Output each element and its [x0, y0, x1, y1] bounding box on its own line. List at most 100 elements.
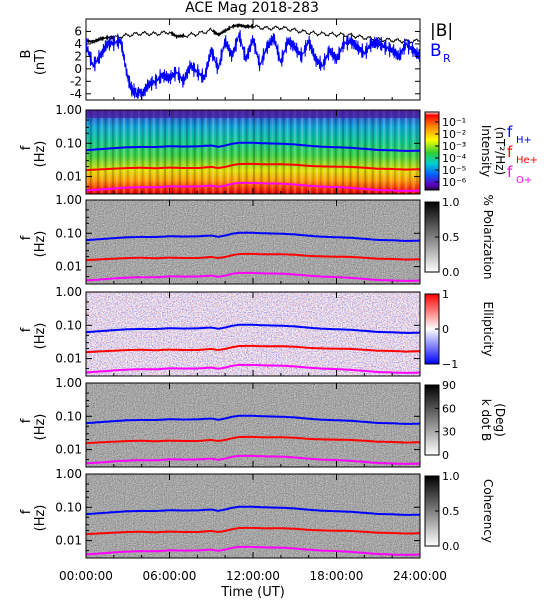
- intensity-streak: [89, 110, 92, 194]
- gyro-line-0: [86, 505, 420, 516]
- y-tick-label: 0.01: [55, 352, 82, 366]
- intensity-streak: [219, 110, 222, 194]
- y-tick-label: 1.00: [55, 285, 82, 299]
- y-axis-unit: (Hz): [33, 231, 48, 258]
- intensity-streak: [141, 110, 144, 194]
- intensity-streak: [293, 110, 296, 194]
- intensity-streak: [93, 110, 96, 194]
- intensity-streak: [412, 110, 415, 194]
- intensity-image: [86, 110, 420, 194]
- mag-y-tick-label: -4: [70, 87, 82, 101]
- intensity-streak: [382, 110, 385, 194]
- colorbar-tick-label: 0.5: [442, 231, 460, 244]
- y-tick-label: 0.10: [55, 226, 82, 240]
- intensity-streak: [334, 110, 337, 194]
- intensity-streak: [175, 110, 178, 194]
- y-tick-label: 0.10: [55, 136, 82, 150]
- intensity-streak: [379, 110, 382, 194]
- intensity-background: [86, 110, 420, 194]
- panel-intensity: 1.00 0.10 0.01 f (Hz) 10⁻¹10⁻²10⁻³10⁻⁴10⁻⁵10⁻…: [19, 103, 507, 195]
- gyro-line-2: [86, 181, 420, 192]
- y-tick-label: 1.00: [55, 103, 82, 117]
- intensity-streak: [189, 110, 192, 194]
- intensity-colorbar: [424, 111, 440, 191]
- intensity-streak: [186, 110, 189, 194]
- gyro-line-0: [86, 414, 420, 425]
- polarization-noise: [86, 200, 420, 284]
- colorbar-tick-label: −1: [442, 358, 458, 371]
- x-tick-label: 18:00:00: [310, 569, 364, 583]
- mag-y-unit: (nT): [33, 49, 48, 75]
- mag-series-group: [85, 22, 421, 101]
- spectral-panels: 1.000.100.01f (Hz)10⁻¹10⁻²10⁻³10⁻⁴10⁻⁵10⁻…: [19, 103, 507, 559]
- y-tick-label: 0.10: [55, 500, 82, 514]
- intensity-streak: [215, 110, 218, 194]
- colorbar-label: % Polarization: [481, 195, 495, 280]
- intensity-streak: [368, 110, 371, 194]
- intensity-streak: [290, 110, 293, 194]
- legend-fO-name: f: [507, 163, 513, 181]
- x-tick-label: 24:00:00: [393, 569, 447, 583]
- intensity-streak: [126, 110, 129, 194]
- intensity-streak: [137, 110, 140, 194]
- panel-polarization: 1.00 0.10 0.01 f (Hz) 1.0 0.5 0.0 % Polarization: [19, 193, 495, 285]
- ellipticity-blue-noise: [86, 292, 420, 376]
- intensity-streak: [371, 110, 374, 194]
- intensity-streak: [167, 110, 170, 194]
- intensity-streak: [223, 110, 226, 194]
- kdotb-noise: [86, 383, 420, 467]
- coherency-noise: [86, 474, 420, 558]
- intensity-streak: [323, 110, 326, 194]
- legend-fH-name: f: [507, 123, 513, 141]
- y-axis-label: f: [19, 509, 34, 514]
- gyro-line-2: [86, 545, 420, 556]
- figure-title: ACE Mag 2018-283: [185, 0, 319, 16]
- intensity-streak: [230, 110, 233, 194]
- gyro-line-0: [86, 141, 420, 152]
- legend-BR-sub: R: [443, 52, 451, 65]
- kdotb-colorbar: [424, 384, 440, 456]
- colorbar-unit: (nT²/Hz): [493, 127, 507, 175]
- intensity-streak: [338, 110, 341, 194]
- coherency-image: [86, 474, 420, 558]
- intensity-streak: [145, 110, 148, 194]
- colorbar-tick-label: 10⁻⁶: [442, 176, 467, 189]
- intensity-streak: [163, 110, 166, 194]
- panel-kdotb: 1.00 0.10 0.01 f (Hz) 90 60 30 0 k dot B (Deg): [19, 376, 507, 468]
- intensity-streak: [111, 110, 114, 194]
- colorbar-tick-label: 0.5: [442, 505, 460, 518]
- intensity-streak: [182, 110, 185, 194]
- intensity-streak: [197, 110, 200, 194]
- intensity-streak: [360, 110, 363, 194]
- colorbar-tick-label: 30: [442, 426, 456, 439]
- colorbar-tick-label: 10⁻²: [442, 128, 466, 141]
- intensity-streak: [312, 110, 315, 194]
- legend-absB: |B|: [430, 21, 453, 41]
- y-axis-label: f: [19, 235, 34, 240]
- intensity-streak: [308, 110, 311, 194]
- intensity-streak: [193, 110, 196, 194]
- intensity-streak: [267, 110, 270, 194]
- gyro-line-2: [86, 363, 420, 374]
- gyro-line-0: [86, 323, 420, 334]
- colorbar-tick-label: 0: [442, 323, 449, 336]
- mag-series-line: [85, 22, 421, 45]
- gyro-line-1: [86, 526, 420, 536]
- intensity-streak: [171, 110, 174, 194]
- intensity-streak: [156, 110, 159, 194]
- intensity-streak: [264, 110, 267, 194]
- legend-BR-name: B: [430, 41, 442, 61]
- intensity-streak: [204, 110, 207, 194]
- intensity-streak: [386, 110, 389, 194]
- colorbar-tick-label: 0.0: [442, 266, 460, 279]
- intensity-streak: [278, 110, 281, 194]
- gyro-line-1: [86, 162, 420, 172]
- gyro-line-0: [86, 231, 420, 242]
- intensity-streak: [345, 110, 348, 194]
- kdotb-image: [86, 383, 420, 467]
- gyro-line-1: [86, 435, 420, 445]
- intensity-streak: [86, 110, 88, 194]
- intensity-streak: [104, 110, 107, 194]
- intensity-streak: [408, 110, 411, 194]
- y-axis-unit: (Hz): [33, 323, 48, 350]
